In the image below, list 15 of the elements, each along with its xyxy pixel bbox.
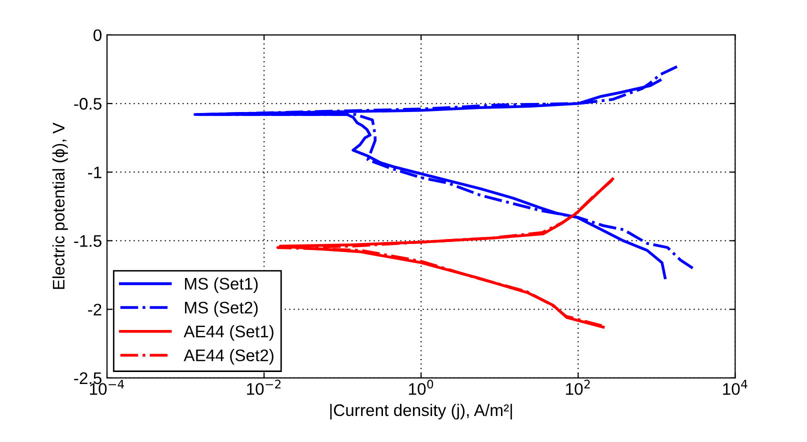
x-axis-title: |Current density (j), A/m²| <box>330 404 512 420</box>
x-tick-label: 10$^{0}$ <box>409 380 434 395</box>
x-tick-label: 10$^{2}$ <box>566 380 590 395</box>
x-tick-label: 10$^{4}$ <box>723 380 748 395</box>
legend-label: MS (Set2) <box>185 301 258 317</box>
legend-label: MS (Set1) <box>185 277 258 293</box>
y-tick-label: -0.5 <box>74 98 102 110</box>
y-tick-label: -2 <box>88 304 102 316</box>
legend-label: AE44 (Set2) <box>184 349 274 365</box>
y-tick-label: -1.5 <box>74 235 102 247</box>
y-axis-title: Electric potential (ϕ), V <box>52 122 68 289</box>
y-tick-label: -1 <box>88 166 102 178</box>
x-tick-label: 10$^{−2}$ <box>247 380 281 395</box>
y-tick-label: 0 <box>94 29 102 42</box>
legend-label: AE44 (Set1) <box>184 325 274 341</box>
